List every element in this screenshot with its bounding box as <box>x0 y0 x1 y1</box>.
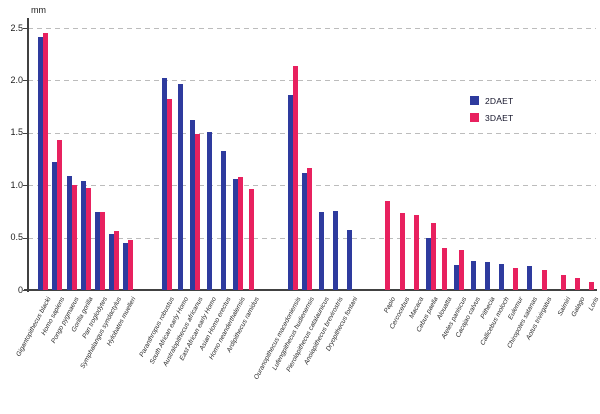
bar-3daet <box>385 200 391 290</box>
legend-label-3daet: 3DAET <box>485 112 514 123</box>
bar-2daet <box>527 265 533 290</box>
bar-3daet <box>128 239 134 290</box>
bar-2daet <box>178 83 184 290</box>
bar-3daet <box>43 33 49 290</box>
y-tick-label: 0.5 <box>10 232 23 243</box>
y-tick-mark <box>23 28 28 29</box>
y-tick-mark <box>23 237 28 239</box>
bar-2daet <box>189 120 195 290</box>
legend-swatch-3daet <box>470 113 479 122</box>
bar-2daet <box>38 37 44 290</box>
category-label-text: Callicebus moloch <box>479 296 511 347</box>
bar-2daet <box>425 237 431 290</box>
y-tick-mark <box>23 80 28 82</box>
bar-2daet <box>206 131 212 290</box>
bar-3daet <box>541 270 547 290</box>
bar-3daet <box>513 267 519 290</box>
bar-3daet <box>71 185 77 290</box>
y-tick-label: 2.0 <box>10 74 23 85</box>
bar-3daet <box>307 168 313 290</box>
bar-3daet <box>560 275 566 290</box>
bar-3daet <box>292 65 298 290</box>
y-tick-label: 2.5 <box>10 22 23 33</box>
category-label-text: Loris <box>587 296 600 312</box>
bar-3daet <box>237 176 243 290</box>
y-axis-line <box>27 18 29 292</box>
bar-2daet <box>347 230 353 290</box>
bar-2daet <box>94 212 100 290</box>
bar-2daet <box>287 95 293 290</box>
bar-3daet <box>589 281 595 290</box>
bar-2daet <box>80 181 86 290</box>
bar-3daet <box>399 213 405 290</box>
bar-3daet <box>413 214 419 290</box>
category-label-text: Galago <box>570 296 587 319</box>
bar-3daet <box>114 231 120 290</box>
y-tick-label: 1.0 <box>10 179 23 190</box>
bar-3daet <box>442 248 448 290</box>
y-tick-label: 0 <box>17 284 23 295</box>
gridline <box>28 80 596 82</box>
bar-2daet <box>302 172 308 290</box>
bar-3daet <box>249 189 255 290</box>
category-label-text: Papio <box>382 296 398 315</box>
bar-2daet <box>220 150 226 290</box>
legend-item-2daet: 2DAET <box>470 92 513 109</box>
bar-2daet <box>499 263 504 290</box>
bar-3daet <box>430 222 436 290</box>
bar-3daet <box>575 278 580 290</box>
bar-3daet <box>85 188 91 290</box>
y-tick-mark <box>23 185 28 187</box>
bar-2daet <box>453 264 459 290</box>
bar-2daet <box>232 178 238 290</box>
gridline <box>28 132 596 134</box>
bar-3daet <box>458 250 464 290</box>
bar-2daet <box>161 78 167 290</box>
bar-2daet <box>66 175 72 290</box>
bar-3daet <box>57 140 63 290</box>
bar-2daet <box>470 260 476 290</box>
legend-swatch-2daet <box>470 96 479 105</box>
y-tick-label: 1.5 <box>10 127 23 138</box>
x-axis-line <box>24 289 597 291</box>
gridline <box>28 28 596 29</box>
bar-2daet <box>333 211 338 290</box>
bar-3daet <box>99 212 105 290</box>
legend-item-3daet: 3DAET <box>470 109 513 126</box>
bar-2daet <box>109 234 115 290</box>
bar-3daet <box>166 99 172 290</box>
bar-2daet <box>484 261 490 290</box>
bar-3daet <box>194 133 200 290</box>
y-axis-title: mm <box>31 5 46 15</box>
legend-label-2daet: 2DAET <box>485 95 514 106</box>
y-tick-mark <box>23 132 28 134</box>
legend: 2DAET 3DAET <box>470 92 513 126</box>
bar-2daet <box>52 162 58 290</box>
bar-2daet <box>123 242 129 290</box>
bar-2daet <box>318 212 324 290</box>
